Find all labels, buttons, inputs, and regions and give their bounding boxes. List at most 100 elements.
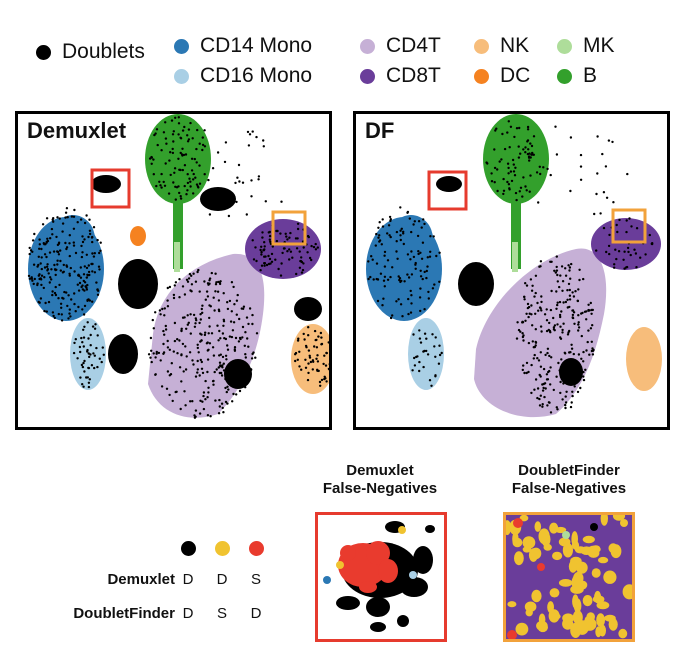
doublet-point [156, 143, 159, 147]
doublet-point [569, 370, 572, 374]
doublet-point [498, 160, 501, 163]
doublet-point [185, 327, 188, 330]
doublet-point [59, 302, 63, 305]
doublet-point [507, 166, 510, 170]
doublet-point [303, 338, 306, 341]
doublet-point [607, 244, 611, 248]
doublet-point [527, 315, 530, 319]
doublet-point [178, 296, 181, 299]
doublet-point [202, 407, 206, 411]
doublet-point [285, 235, 288, 238]
demuxlet-red-highlight-box [90, 168, 131, 209]
doublet-point [555, 265, 558, 269]
legend-item-nk: NK [474, 34, 529, 58]
doublet-point [85, 376, 88, 379]
doublet-point [578, 278, 581, 282]
doublet-point [197, 186, 200, 189]
doublet-point [531, 151, 534, 155]
doublet-point [94, 323, 97, 326]
doublet-point [416, 355, 419, 358]
doublet-point [270, 252, 274, 256]
doubletfinder-false-negatives-inset [503, 512, 635, 642]
doublet-point [150, 360, 153, 364]
doublet-point [251, 130, 254, 133]
doublet-point [423, 349, 426, 353]
doublet-point [625, 265, 629, 269]
doubletfinder-inset-title-line2: False-Negatives [511, 480, 627, 497]
doublet-point [46, 237, 49, 240]
doublet-point [502, 177, 505, 181]
doublet-point [534, 291, 537, 295]
yellow-cell [591, 568, 601, 578]
doublet-point [169, 173, 172, 177]
doublet-point [430, 384, 433, 387]
doublet-point [371, 258, 374, 261]
doublet-point [160, 149, 163, 152]
doublet-point [270, 260, 274, 263]
doublet-point [382, 297, 385, 300]
doublet-point [259, 269, 262, 272]
doublet-point [192, 313, 196, 317]
yellow-cell [582, 595, 593, 607]
doublet-point [81, 235, 84, 238]
doublet-point [494, 129, 497, 132]
doublet-point [406, 273, 409, 276]
doublet-point [411, 369, 414, 372]
doublet-point [311, 359, 315, 362]
doublet-point [202, 391, 206, 394]
doublet-point [410, 230, 413, 234]
doublet-point [568, 288, 571, 292]
doublet-point [414, 267, 417, 270]
yellow-cell [598, 556, 609, 564]
doublet-point [57, 312, 60, 316]
doublet-point [400, 279, 403, 283]
doublet-point [402, 242, 405, 246]
doublet-point [534, 341, 538, 344]
doublet-point [68, 254, 71, 258]
doublet-point [587, 308, 590, 312]
doublet-point [82, 336, 86, 339]
doublet-point [247, 345, 250, 348]
doublet-point [245, 316, 249, 319]
cluster-b-stem [511, 199, 521, 269]
doublet-point [88, 232, 92, 236]
doublet-point [395, 300, 398, 303]
doublet-point [596, 135, 599, 138]
doublet-point [535, 171, 539, 174]
doublet-point [72, 241, 75, 244]
doublet-point [224, 354, 228, 357]
doublet-point [186, 173, 189, 176]
doublet-point [553, 329, 556, 332]
doublet-point [183, 125, 186, 129]
doublet-point [573, 385, 576, 388]
doublet-point [93, 354, 97, 357]
doublet-point [209, 305, 212, 308]
cluster-dc [130, 226, 146, 246]
doublet-point [31, 239, 35, 242]
doublet-point [378, 221, 381, 224]
doublet-point [528, 190, 531, 193]
doublet-point [190, 274, 193, 277]
doublet-point [194, 176, 197, 179]
doublet-point [552, 326, 556, 329]
doublet-point [58, 217, 61, 220]
doublet-point [262, 145, 265, 148]
doublet-point [200, 307, 203, 311]
doublet-point [425, 269, 428, 273]
doublet-point [162, 131, 166, 134]
yellow-cell [524, 601, 537, 612]
doublet-point [212, 296, 215, 299]
doublet-point [413, 364, 417, 367]
yellow-cell [596, 601, 610, 610]
doublet-point [184, 153, 188, 156]
doublet-point [192, 192, 195, 195]
doublet-point [87, 385, 91, 389]
doublet-point [538, 397, 541, 401]
doublet-point [247, 322, 250, 326]
doublet-point [261, 236, 264, 239]
doublet-point [548, 401, 551, 404]
doublet-point [50, 268, 53, 271]
doublet-point [239, 370, 242, 373]
doublet-point [54, 285, 57, 289]
doublet-point [28, 246, 31, 250]
